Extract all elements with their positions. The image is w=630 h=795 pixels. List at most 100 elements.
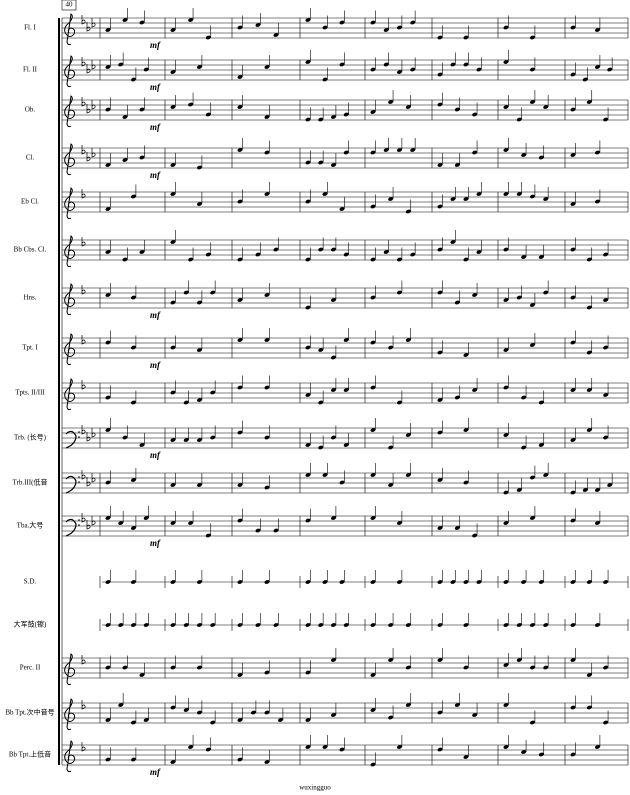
note-head: [305, 718, 311, 722]
note-head: [570, 247, 576, 252]
note-head: [343, 338, 349, 342]
note-head: [237, 385, 243, 390]
flat: [81, 335, 86, 345]
note-head: [450, 580, 456, 584]
note-head: [570, 623, 576, 627]
note-head: [586, 580, 592, 584]
note-head: [255, 23, 261, 27]
flat: [86, 520, 91, 530]
flat: [81, 655, 86, 665]
note-head: [318, 445, 324, 450]
note-head: [264, 670, 270, 675]
note-head: [503, 148, 509, 152]
note-head: [570, 705, 576, 710]
note-head: [463, 665, 469, 670]
flat: [81, 425, 86, 435]
note-head: [105, 107, 111, 112]
note-head: [463, 755, 469, 759]
note-head: [405, 703, 411, 707]
note-head: [463, 197, 469, 201]
note-head: [305, 623, 311, 627]
note-head: [370, 150, 376, 155]
note-head: [472, 533, 478, 538]
flat: [91, 148, 96, 158]
note-head: [237, 257, 243, 262]
note-head: [237, 580, 243, 584]
note-head: [170, 438, 176, 442]
note-head: [264, 580, 270, 584]
note-head: [405, 433, 411, 437]
note-head: [388, 623, 394, 627]
note-head: [170, 192, 176, 196]
flat: [91, 473, 96, 483]
flat: [81, 742, 86, 752]
bass-clef: [65, 518, 77, 537]
note-head: [170, 521, 176, 525]
note-head: [582, 488, 588, 492]
note-head: [318, 348, 324, 352]
note-head: [305, 473, 311, 477]
flat: [81, 285, 86, 295]
note-head: [463, 62, 469, 67]
note-head: [388, 197, 394, 201]
note-head: [437, 247, 443, 252]
staff-name: Fl. II: [23, 66, 38, 74]
note-head: [130, 580, 137, 584]
note-head: [529, 665, 536, 670]
treble-clef: [64, 333, 76, 366]
note-head: [237, 25, 243, 30]
note-head: [521, 153, 527, 157]
note-head: [454, 107, 460, 112]
note-head: [454, 300, 460, 305]
note-head: [463, 353, 469, 357]
note-head: [503, 247, 509, 252]
note-head: [410, 20, 416, 25]
note-head: [183, 290, 189, 295]
note-head: [586, 257, 592, 262]
note-head: [370, 257, 376, 262]
note-head: [454, 163, 460, 167]
note-head: [396, 257, 403, 262]
staff-name: Hns.: [23, 294, 36, 302]
note-head: [586, 673, 592, 677]
note-head: [582, 77, 588, 82]
note-head: [143, 718, 149, 722]
note-head: [538, 580, 544, 584]
note-head: [503, 623, 509, 627]
note-head: [603, 117, 609, 122]
flat: [81, 470, 86, 480]
note-head: [570, 388, 576, 392]
note-head: [570, 25, 576, 30]
note-head: [503, 192, 509, 196]
dynamic: mf: [150, 170, 161, 180]
note-head: [105, 163, 111, 167]
note-head: [472, 112, 478, 117]
note-head: [570, 295, 576, 300]
note-head: [516, 488, 522, 492]
note-head: [130, 295, 137, 300]
note-head: [318, 623, 324, 627]
note-head: [370, 20, 376, 25]
note-head: [170, 665, 176, 670]
note-head: [237, 623, 243, 627]
note-head: [105, 665, 111, 670]
note-head: [264, 293, 270, 297]
note-head: [529, 343, 536, 347]
note-head: [594, 521, 601, 525]
note-head: [370, 110, 376, 114]
note-head: [318, 400, 324, 405]
note-head: [463, 480, 469, 485]
note-head: [472, 293, 478, 297]
note-head: [437, 398, 443, 402]
note-head: [343, 388, 349, 392]
flat: [81, 237, 86, 247]
note-head: [196, 623, 203, 627]
note-head: [264, 385, 270, 390]
staff-name: Bb Tpt.上低音: [9, 750, 51, 759]
note-head: [370, 473, 376, 477]
note-head: [370, 385, 376, 390]
note-head: [339, 580, 345, 584]
note-head: [594, 623, 601, 627]
note-head: [339, 480, 345, 485]
